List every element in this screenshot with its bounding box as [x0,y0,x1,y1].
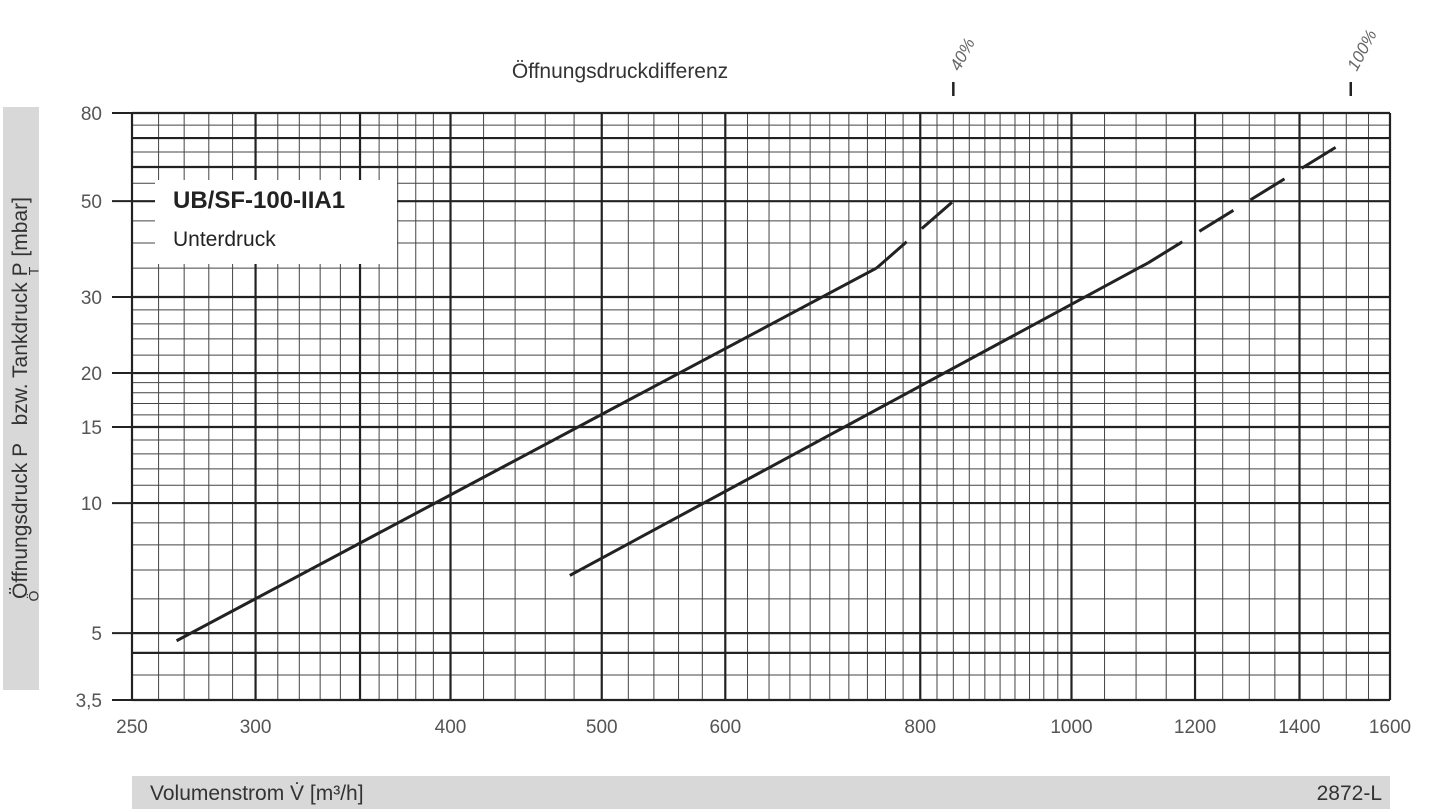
x-axis-label: Volumenstrom V̇ [m³/h] [150,782,364,805]
y-axis-label: Öffnungsdruck P bzw. Tankdruck P [mbar] [9,197,32,599]
y-tick-labels: 3,5 5 10 15 20 30 50 80 [76,104,102,712]
y-tick-label: 20 [81,364,102,385]
y-tick-label: 30 [81,288,102,309]
series-line-dashed [1147,136,1352,265]
legend-box [155,180,397,264]
x-tick-label: 300 [240,717,272,738]
x-tick-label: 1400 [1278,717,1320,738]
series-lines [175,136,1352,643]
chart-title: Öffnungsdruckdifferenz [512,60,728,83]
x-tick-label: 600 [709,717,741,738]
x-tick-label: 1000 [1050,717,1092,738]
series-line-solid [175,266,878,643]
x-tick-label: 1200 [1174,717,1216,738]
y-label-subscript-o: Ö [25,590,42,602]
series-line-dashed [875,200,955,270]
series-line-solid [569,261,1149,577]
y-label-subscript-t: T [25,266,42,276]
percent-label: 40% [946,35,979,74]
y-tick-label: 80 [81,104,102,125]
x-tick-label: 250 [116,717,148,738]
x-tick-label: 1600 [1369,717,1411,738]
y-tick-label: 15 [81,418,102,439]
y-tick-label: 3,5 [76,691,102,712]
y-tick-label: 5 [91,624,102,645]
legend-title: UB/SF-100-IIA1 [173,187,346,214]
legend-subtitle: Unterdruck [173,228,276,251]
x-tick-label: 500 [586,717,618,738]
y-tick-label: 10 [81,494,102,515]
document-id: 2872-L [1316,782,1382,805]
x-tick-label: 800 [904,717,936,738]
x-axis-label-bar [132,776,1390,809]
y-tick-label: 50 [81,192,102,213]
x-tick-label: 400 [435,717,467,738]
y-axis-label-bar [3,107,39,690]
percent-markers: 40% 100% [946,27,1381,96]
percent-label: 100% [1344,27,1381,74]
x-tick-labels: 250 300 400 500 600 800 1000 1200 1400 1600 [116,717,1411,738]
